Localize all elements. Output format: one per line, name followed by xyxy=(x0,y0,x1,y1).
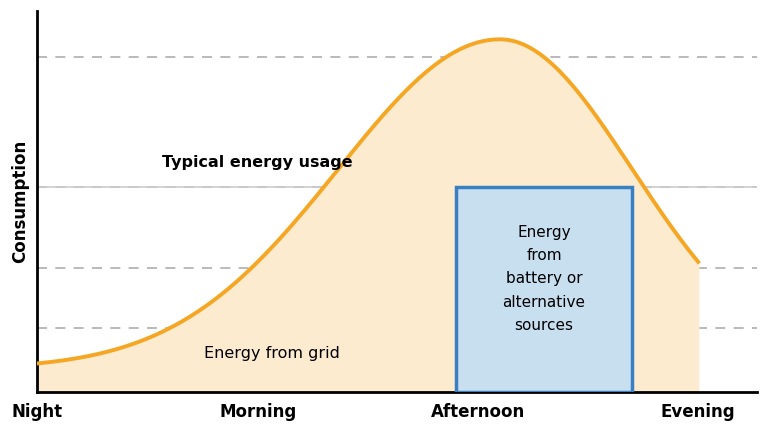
Text: Energy
from
battery or
alternative
sources: Energy from battery or alternative sourc… xyxy=(502,225,585,333)
Bar xyxy=(456,187,632,392)
Y-axis label: Consumption: Consumption xyxy=(11,140,29,263)
Text: Energy from grid: Energy from grid xyxy=(204,346,340,361)
Text: Typical energy usage: Typical energy usage xyxy=(162,155,353,170)
